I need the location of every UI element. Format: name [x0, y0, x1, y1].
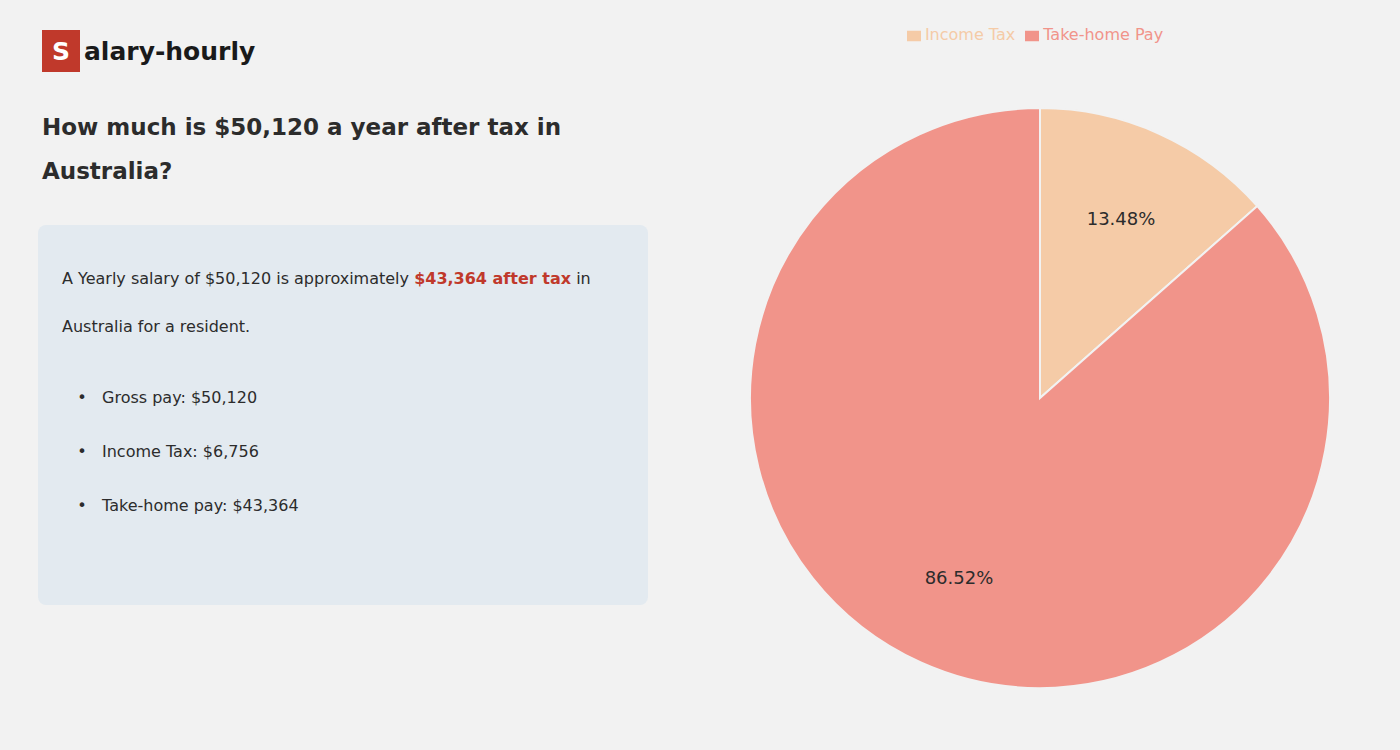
html-text:Take-home Pay: Take-home Pay	[1043, 25, 1164, 44]
html-text:How much is $50,120 a year aft: How much is $50,120 a year after tax in	[42, 114, 562, 140]
html-text:A Yearly salary of $50,120 is: A Yearly salary of $50,120 is approximat…	[62, 269, 591, 288]
html-text:Australia?: Australia?	[42, 158, 173, 184]
svg-text:13.48%: 13.48%	[1087, 208, 1156, 229]
html-text:alary-hourly: alary-hourly	[84, 36, 256, 66]
html-text:Income Tax: $6,756: Income Tax: $6,756	[102, 442, 259, 461]
html-text:S: S	[52, 36, 70, 66]
html-text:Australia for a resident.: Australia for a resident.	[62, 317, 251, 336]
html-text:Take-home pay: $43,364: Take-home pay: $43,364	[102, 496, 299, 515]
html-text:Gross pay: $50,120: Gross pay: $50,120	[102, 388, 258, 407]
html-text:Income Tax: Income Tax	[924, 25, 1016, 44]
svg-text:86.52%: 86.52%	[925, 567, 994, 588]
